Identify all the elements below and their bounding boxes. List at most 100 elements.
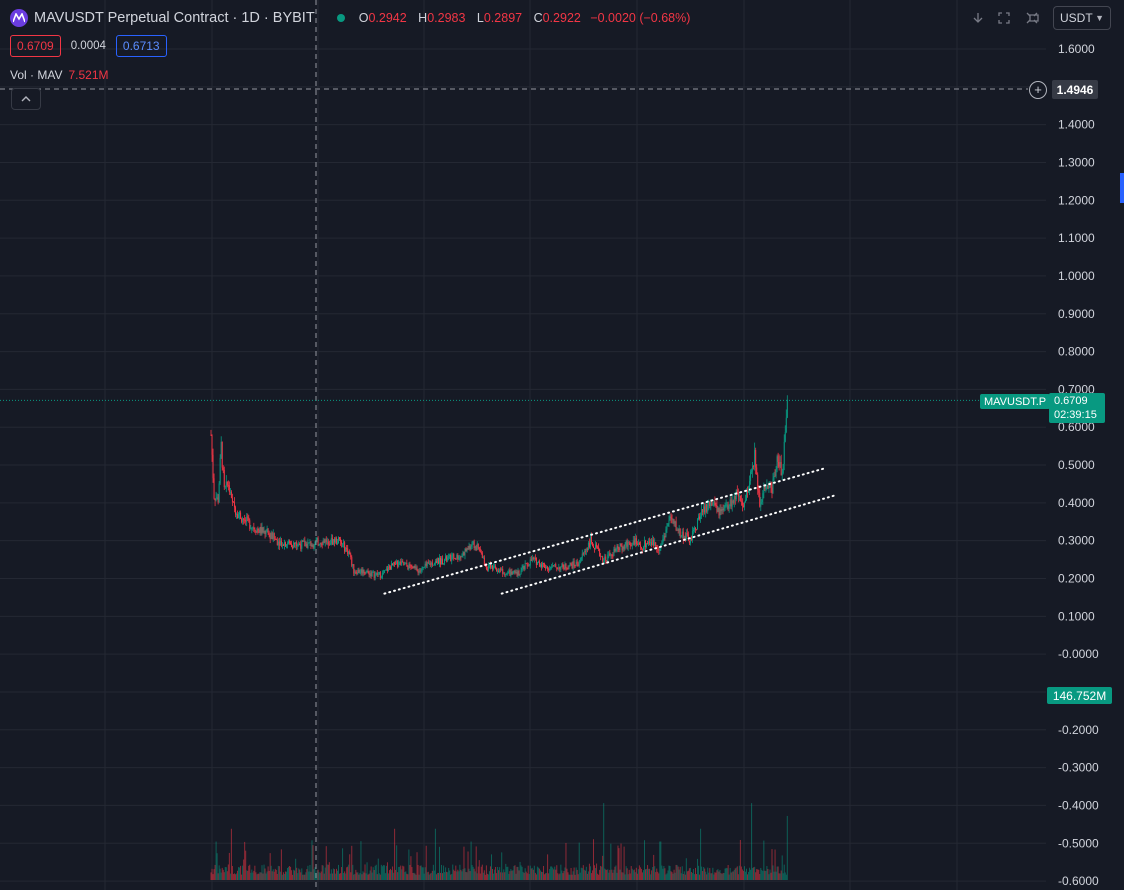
volume-bar — [779, 873, 781, 880]
volume-bar — [319, 873, 321, 880]
currency-select[interactable]: USDT ▼ — [1053, 6, 1111, 30]
volume-bar — [450, 874, 452, 880]
volume-bar — [629, 873, 631, 880]
volume-bar — [670, 871, 672, 880]
candle-body — [488, 564, 490, 566]
volume-bar — [717, 869, 719, 880]
volume-bar — [553, 869, 555, 880]
candle-body — [267, 528, 269, 534]
volume-bar — [619, 869, 621, 880]
candle-body — [249, 520, 251, 529]
volume-bar — [297, 873, 299, 880]
volume-bar — [275, 869, 277, 880]
volume-bar — [764, 870, 766, 880]
candle-body — [410, 565, 412, 567]
candle-body — [653, 539, 655, 546]
candle-body — [673, 519, 675, 524]
volume-bar — [598, 874, 600, 880]
volume-bar — [362, 871, 364, 880]
down-arrow-icon[interactable] — [967, 9, 989, 27]
volume-bar — [345, 873, 347, 880]
volume-bar — [352, 864, 354, 880]
volume-bar — [285, 871, 287, 880]
volume-bar — [302, 874, 304, 880]
volume-bar — [443, 865, 445, 880]
candle-body — [400, 561, 402, 565]
volume-bar — [518, 870, 520, 880]
candle-body — [435, 561, 437, 563]
candle-body — [552, 565, 554, 567]
candle-body — [486, 569, 488, 571]
candle-body — [578, 563, 580, 566]
candle-body — [310, 541, 312, 547]
candle-body — [428, 563, 430, 565]
candle-body — [517, 570, 519, 576]
volume-bar — [404, 872, 406, 880]
candle-body — [683, 536, 685, 541]
candle-body — [531, 557, 533, 561]
candle-body — [301, 540, 303, 549]
volume-bar — [589, 866, 591, 880]
volume-bar — [687, 870, 689, 880]
volume-bar — [376, 874, 378, 880]
collapse-legend-button[interactable] — [11, 88, 41, 110]
candle-body — [233, 502, 235, 508]
sell-price-button[interactable]: 0.6709 — [10, 35, 61, 57]
candle-body — [707, 505, 709, 512]
volume-bar — [532, 869, 534, 880]
volume-bar — [346, 867, 348, 880]
candle-body — [764, 486, 766, 489]
candle-body — [459, 556, 461, 559]
plus-circle-icon[interactable]: + — [1029, 81, 1047, 99]
candle-body — [395, 563, 397, 565]
volume-bar — [555, 869, 557, 880]
volume-bar — [321, 865, 323, 880]
candle-body — [253, 527, 255, 530]
candle-body — [292, 546, 294, 549]
volume-legend[interactable]: Vol · MAV 7.521M — [10, 68, 109, 82]
candle-body — [331, 537, 333, 545]
candle-body — [274, 538, 276, 540]
candle-body — [495, 566, 497, 568]
volume-bar — [782, 873, 784, 880]
buy-price-button[interactable]: 0.6713 — [115, 35, 167, 57]
candle-body — [514, 571, 516, 573]
candle-body — [785, 417, 787, 433]
volume-bar — [530, 868, 532, 880]
y-tick-label: 0.7000 — [1058, 382, 1095, 396]
candle-body — [755, 450, 757, 468]
candle-body — [493, 566, 495, 570]
volume-bar — [366, 862, 368, 880]
candle-body — [232, 501, 234, 503]
candle-body — [369, 573, 371, 576]
candle-body — [258, 530, 260, 533]
volume-bar — [704, 868, 706, 880]
volume-bar — [435, 874, 437, 880]
candle-body — [558, 567, 560, 569]
volume-bar — [432, 864, 434, 880]
candle-body — [602, 556, 604, 562]
candle-body — [575, 561, 577, 566]
symbol-title[interactable]: MAVUSDT Perpetual Contract · 1D · BYBIT — [34, 10, 315, 26]
refresh-icon[interactable] — [1023, 9, 1045, 27]
candle-body — [304, 541, 306, 547]
volume-bar — [281, 874, 283, 880]
candle-body — [328, 544, 330, 546]
candle-body — [326, 541, 328, 543]
volume-bar — [635, 867, 637, 880]
volume-bar — [737, 874, 739, 880]
volume-bar — [405, 871, 407, 880]
candle-body — [580, 557, 582, 561]
candle-body — [452, 554, 454, 556]
volume-bars — [210, 803, 788, 880]
candle-body — [423, 566, 425, 568]
maximize-icon[interactable] — [993, 9, 1015, 27]
chevron-down-icon: ▼ — [1095, 13, 1104, 23]
volume-bar — [336, 870, 338, 880]
volume-bar — [733, 869, 735, 880]
volume-bar — [473, 868, 475, 880]
candle-body — [730, 499, 732, 507]
volume-bar — [709, 868, 711, 880]
